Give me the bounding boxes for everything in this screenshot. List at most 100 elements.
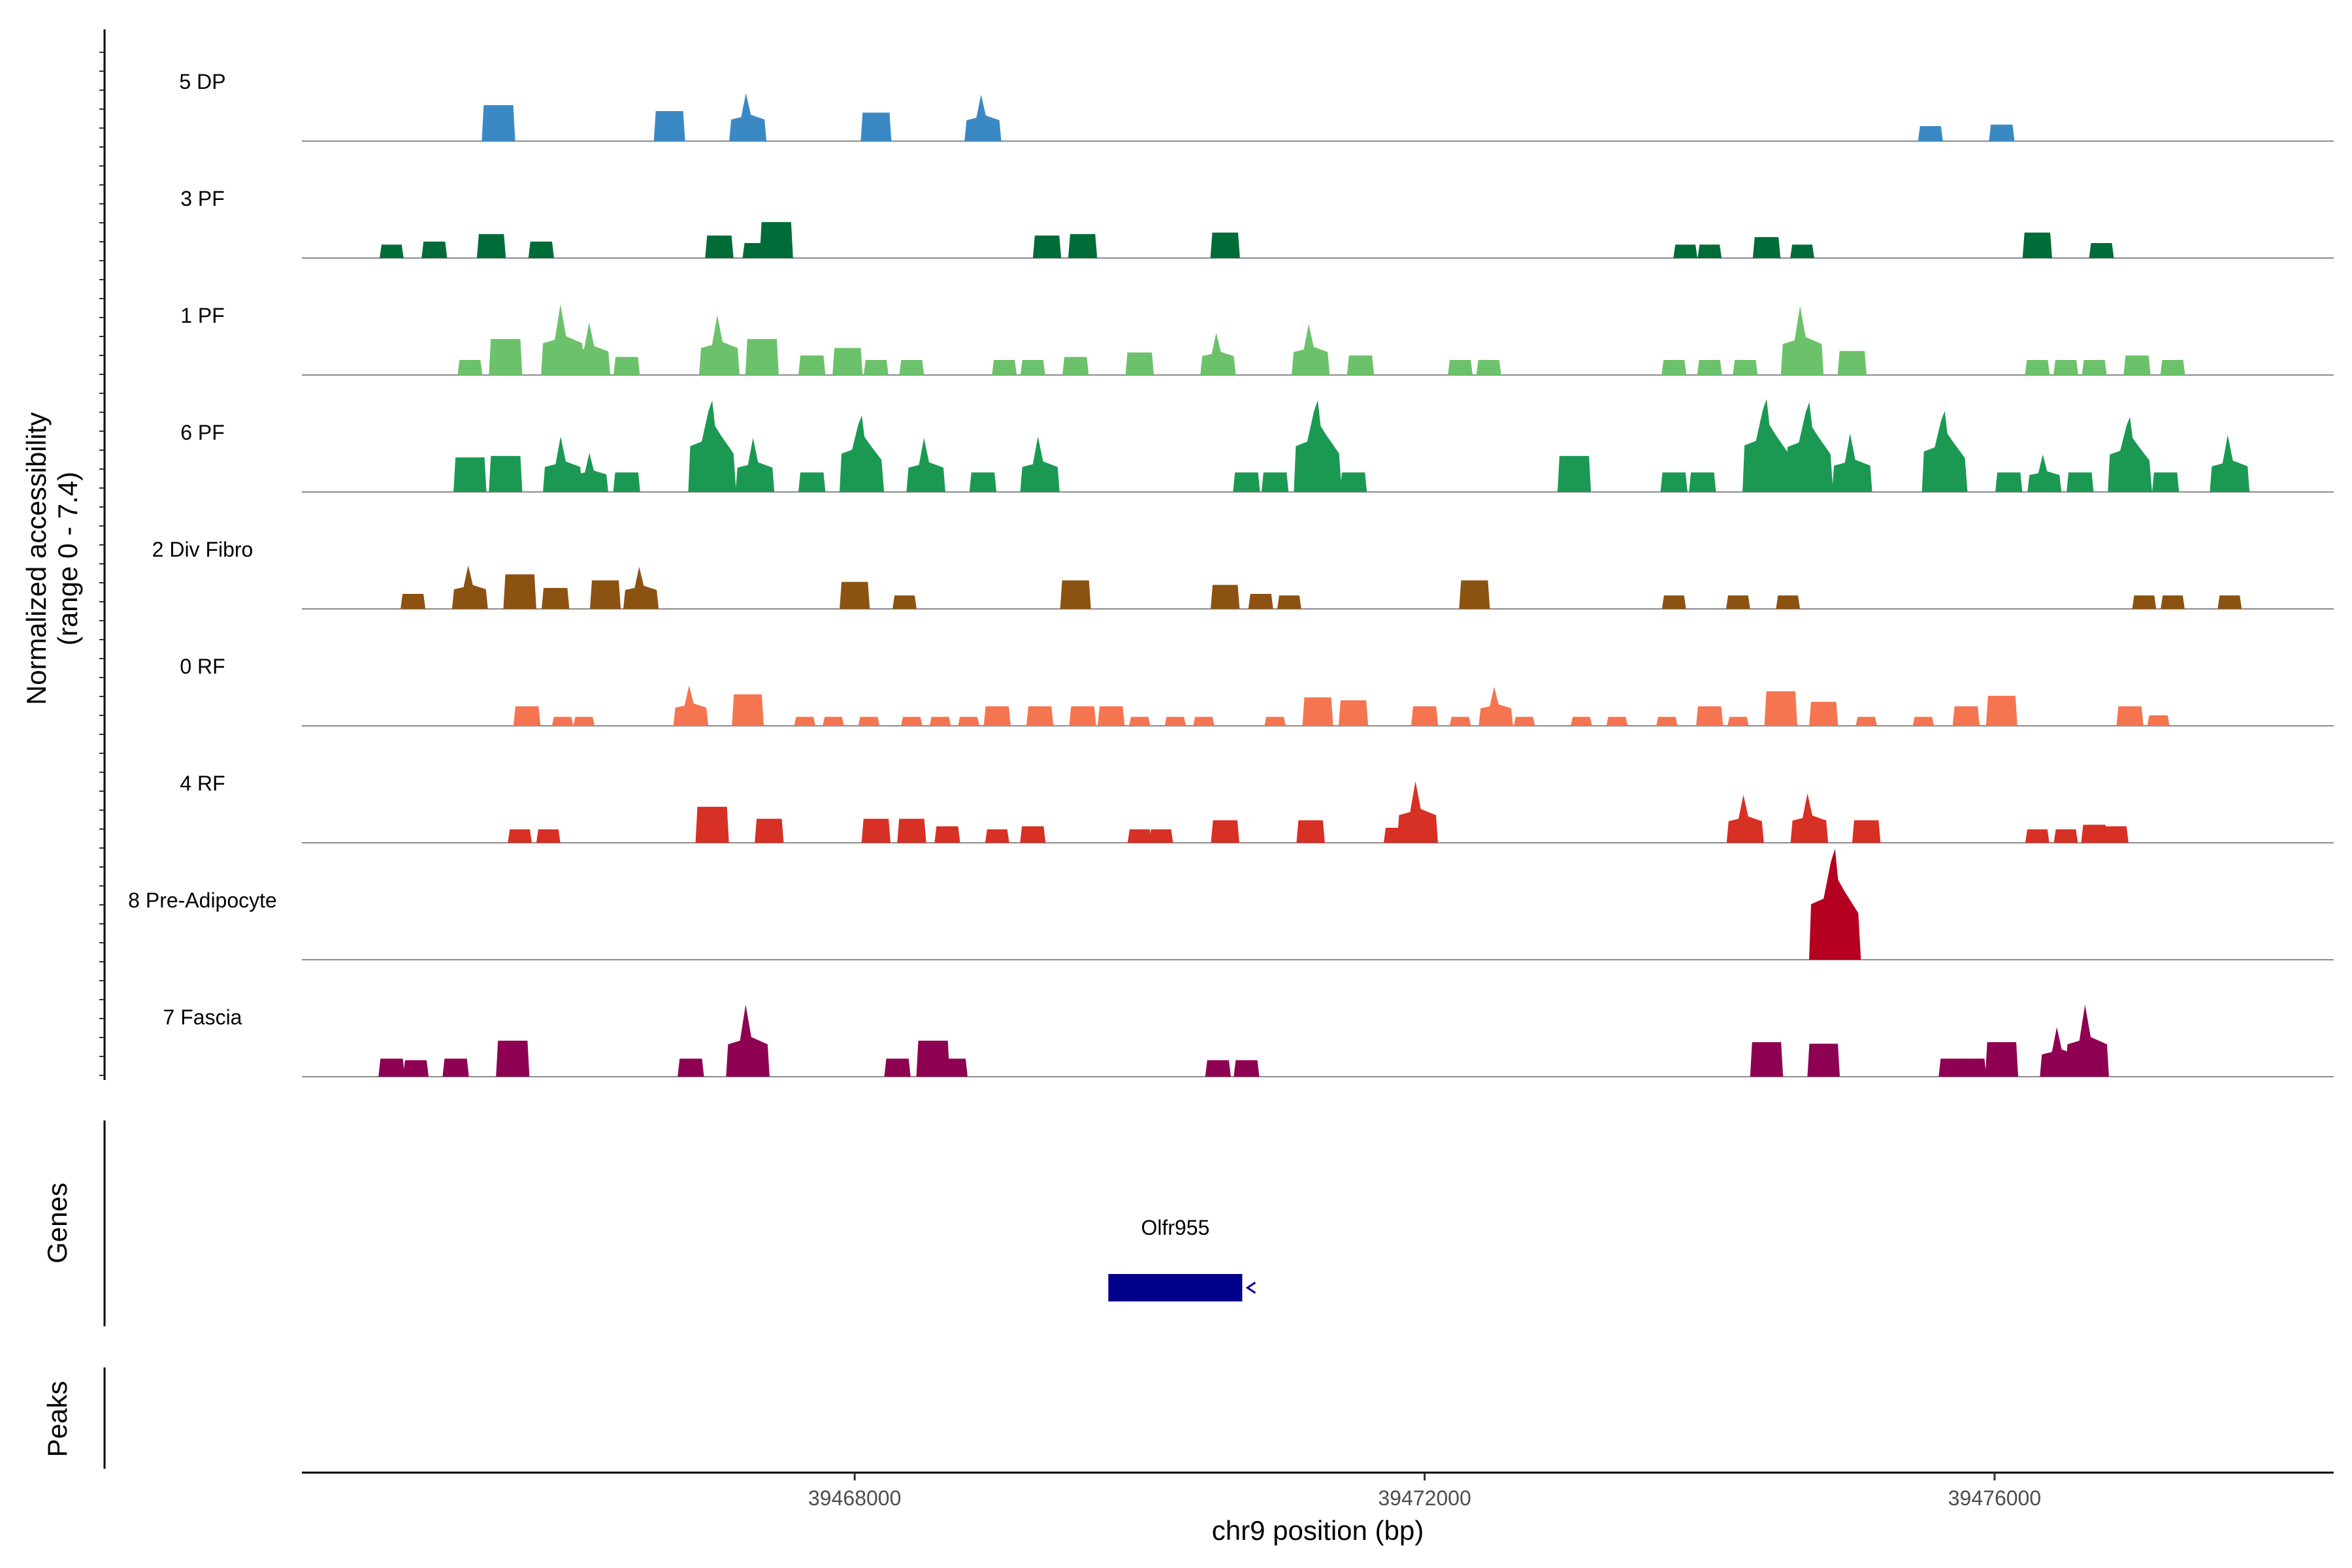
peaks-axis-title: Peaks: [42, 1381, 73, 1458]
coverage-peak: [906, 438, 946, 492]
coverage-peak: [1780, 306, 1824, 375]
coverage-peak: [1205, 1060, 1231, 1077]
gene-label: Olfr955: [1141, 1216, 1209, 1239]
coverage-peak: [400, 594, 426, 609]
coverage-peak: [678, 1058, 704, 1077]
coverage-peak: [832, 348, 863, 375]
coverage-peak: [1809, 702, 1838, 726]
coverage-peak: [1656, 717, 1678, 726]
coverage-peak: [1193, 717, 1215, 726]
coverage-peak: [1989, 124, 2015, 141]
coverage-peak: [934, 826, 960, 843]
coverage-peak: [699, 315, 740, 375]
coverage-peak: [2066, 472, 2094, 492]
coverage-peak: [2053, 360, 2078, 375]
coverage-peak: [476, 234, 506, 258]
coverage-peak: [1752, 237, 1781, 258]
coverage-peak: [536, 829, 561, 843]
coverage-peak: [1294, 400, 1342, 492]
coverage-peak: [745, 338, 779, 375]
coverage-peak: [1557, 455, 1592, 492]
gene-track: Olfr955: [1108, 1216, 1256, 1301]
coverage-peak: [1776, 595, 1801, 609]
coverage-peak: [1020, 436, 1060, 492]
coverage-peak: [503, 574, 536, 609]
coverage-peak: [542, 587, 570, 609]
coverage-peak: [613, 472, 640, 492]
x-axis-title: chr9 position (bp): [1212, 1515, 1424, 1546]
coverage-peak: [840, 581, 870, 609]
coverage-peak: [1459, 580, 1490, 609]
coverage-peak: [1960, 1058, 1987, 1077]
coverage-peak: [863, 360, 889, 375]
coverage-peak: [1985, 696, 2017, 726]
coverage-peak: [1809, 849, 1861, 960]
coverage-peak: [1060, 580, 1091, 609]
track-label: 1 PF: [180, 304, 225, 327]
coverage-peak: [2089, 243, 2114, 258]
coverage-peak: [528, 241, 554, 258]
coverage-peak: [884, 1058, 911, 1077]
coverage-peak: [2102, 826, 2129, 843]
coverage-peak: [1397, 781, 1438, 843]
coverage-peak: [861, 819, 891, 843]
coverage-peak: [1210, 232, 1240, 258]
coverage-peak: [2161, 595, 2185, 609]
coverage-peak: [378, 1058, 405, 1077]
coverage-peak: [1786, 402, 1833, 492]
coverage-peak: [623, 566, 659, 609]
coverage-peak: [457, 360, 483, 375]
coverage-peak: [442, 1058, 469, 1077]
coverage-peak: [2210, 434, 2250, 492]
coverage-peak: [1985, 1042, 2019, 1077]
coverage-peak: [2217, 595, 2242, 609]
coverage-peak: [1689, 472, 1716, 492]
coverage-peak: [1478, 687, 1513, 726]
coverage-peak: [1129, 717, 1151, 726]
coverage-peak: [899, 360, 924, 375]
coverage-peak: [1476, 360, 1501, 375]
coverage-peak: [1261, 472, 1289, 492]
coverage-peak: [421, 241, 448, 258]
coverage-peak: [732, 694, 764, 726]
coverage-peak: [1855, 717, 1877, 726]
coverage-peak: [2147, 715, 2170, 726]
coverage-peak: [1248, 594, 1273, 609]
coverage-peak: [969, 472, 997, 492]
coverage-peak: [1852, 820, 1881, 843]
y-axis: [99, 29, 106, 1080]
y-axis-title: Normalized accessibility: [21, 412, 52, 705]
coverage-peak: [798, 472, 826, 492]
coverage-peak: [1790, 244, 1814, 258]
strand-arrow: [1245, 1281, 1256, 1294]
coverage-peak: [1068, 234, 1098, 258]
coverage-peak: [1233, 1060, 1260, 1077]
coverage-peak: [2116, 706, 2144, 726]
coverage-peak: [1697, 360, 1722, 375]
coverage-peak: [983, 706, 1011, 726]
coverage-peak: [1164, 717, 1186, 726]
coverage-peak: [653, 111, 685, 141]
coverage-peak: [451, 565, 488, 609]
coverage-peak: [1026, 706, 1054, 726]
coverage-peak: [1673, 244, 1698, 258]
coverage-peak: [1339, 472, 1367, 492]
coverage-peak: [1918, 126, 1943, 141]
coverage-peak: [755, 819, 784, 843]
coverage-peak: [2025, 360, 2050, 375]
coverage-peak: [508, 829, 532, 843]
track-3-pf: 3 PF: [180, 187, 2334, 259]
coverage-peak: [1128, 829, 1152, 843]
coverage-peak: [823, 717, 844, 726]
x-tick-label: 39472000: [1378, 1486, 1471, 1510]
x-axis: 39468000 39472000 39476000: [302, 1471, 2334, 1510]
coverage-peak: [860, 112, 892, 141]
coverage-peak: [2160, 360, 2185, 375]
coverage-peak: [1338, 700, 1369, 726]
coverage-peak: [1661, 360, 1687, 375]
coverage-peak: [489, 455, 523, 492]
track-label: 2 Div Fibro: [152, 538, 253, 561]
coverage-peak: [1995, 472, 2023, 492]
coverage-tracks: 5 DP 3 PF 1 PF 6 PF 2 Div Fibro 0 RF 4 RF 8 Pre…: [128, 70, 2334, 1077]
